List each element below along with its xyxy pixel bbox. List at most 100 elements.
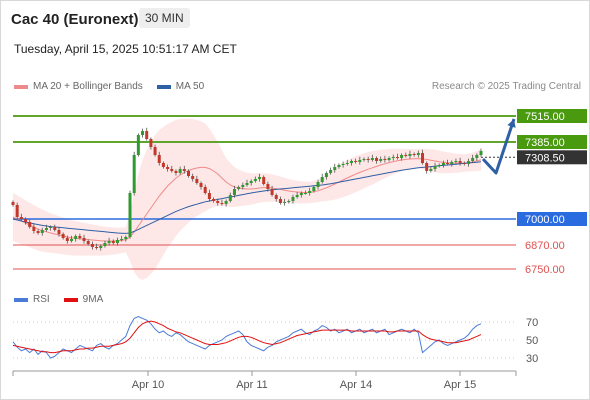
candle-body [11,202,15,205]
candle-body [446,163,450,164]
x-tick-label: Apr 11 [236,379,268,391]
candle-body [212,199,216,201]
level-label-0: 7515.00 [525,111,565,123]
candle-body [458,161,462,163]
candle-body [366,159,370,160]
candle-body [308,191,312,193]
candle-body [241,185,245,187]
candle-body [153,147,157,155]
candle-body [345,163,349,164]
candle-body [95,247,99,248]
candle-body [115,240,119,243]
candle-body [370,158,374,160]
candle-body [479,151,483,155]
candle-body [120,239,124,240]
candle-body [136,135,140,155]
candle-body [161,163,165,167]
candle-body [57,230,61,234]
candle-body [195,179,199,183]
candle-body [316,182,320,187]
candle-body [312,187,316,191]
candle-body [237,187,241,189]
candle-body [341,164,345,165]
candle-body [228,195,232,201]
ma20-label: MA 20 + Bollinger Bands [33,81,143,92]
level-tag-2 [517,212,587,226]
candle-body [450,162,454,164]
candle-body [304,193,307,194]
level-tag-0 [517,109,587,123]
x-tick-label: Apr 10 [132,379,164,391]
candle-body [253,179,257,181]
candle-body [425,163,429,171]
candle-body [270,189,274,195]
candle-body [132,155,136,193]
candle-body [320,177,324,182]
candle-body [224,201,228,204]
candle-body [61,234,65,238]
candle-body [99,246,103,248]
candle-body [471,158,475,161]
ma50-label: MA 50 [175,81,205,92]
last-price-tag [517,150,587,165]
candle-body [187,171,190,176]
candle-body [383,159,387,160]
candle-body [416,153,420,155]
candle-body [354,161,358,162]
candle-body [421,153,424,163]
rsi-tick-label: 70 [526,317,538,329]
forecast-arrow [481,118,516,175]
candle-body [249,181,253,183]
ma20-line [12,158,482,242]
candle-body [266,184,270,189]
candle-body [149,139,153,147]
rsi-legend: RSI 9MA [14,294,117,305]
timeframe-badge[interactable]: 30 MIN [139,8,190,28]
candle-body [245,183,249,185]
candle-body [103,243,107,246]
candle-body [454,161,458,162]
candle-body [78,236,82,238]
candle-body [412,154,416,155]
candle-body [65,238,69,241]
credit-text: Research © 2025 Trading Central [431,81,581,92]
level-label-3: 6870.00 [525,240,565,252]
candle-body [400,155,404,158]
candle-body [295,195,299,197]
rsi-label: RSI [33,294,50,305]
candle-body [337,165,341,167]
candle-body [199,183,203,187]
candle-body [49,227,53,228]
price-legend: MA 20 + Bollinger Bands MA 50 [14,81,218,92]
candle-body [395,157,399,158]
chart-header: Cac 40 (Euronext) 30 MIN [1,1,589,37]
candle-body [379,159,383,161]
candle-body [141,131,145,135]
timestamp: Tuesday, April 15, 2025 10:51:17 AM CET [14,42,237,56]
rsi-line [12,316,482,359]
candle-body [278,199,282,203]
candle-body [262,177,266,184]
candle-body [429,169,433,171]
candle-body [157,155,161,163]
candle-body [433,166,437,169]
legend-ma20: MA 20 + Bollinger Bands [14,81,143,92]
ma50-swatch [156,84,171,89]
candle-body [283,202,287,203]
candle-body [203,187,207,193]
candle-body [53,227,57,230]
candle-body [128,193,132,237]
rsi-swatch [14,297,28,302]
candle-body [391,157,395,158]
candle-body [44,228,48,230]
level-label-1: 7385.00 [525,137,565,149]
candle-body [362,159,366,160]
candle-body [437,165,441,166]
candle-body [291,197,295,201]
candle-body [174,171,178,173]
legend-ma9: 9MA [63,294,103,305]
ma20-swatch [14,84,28,89]
candle-body [299,193,303,195]
